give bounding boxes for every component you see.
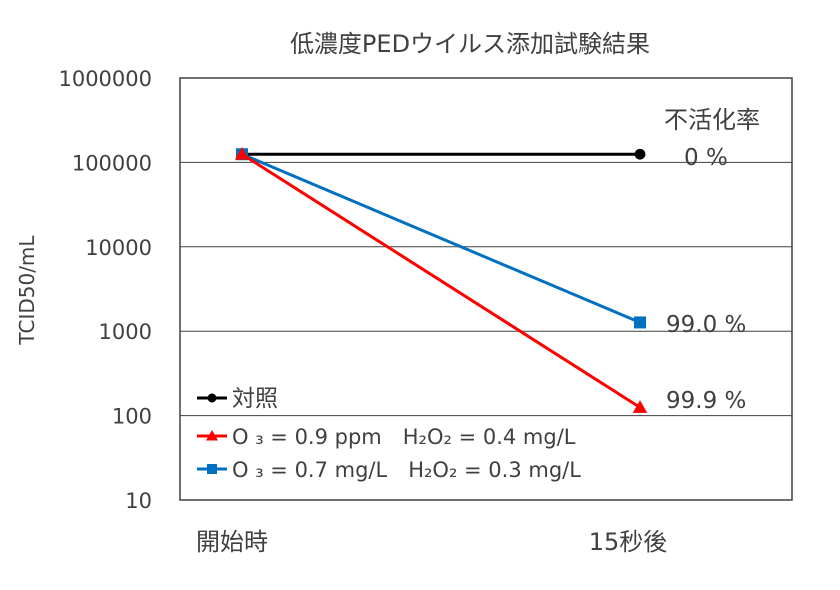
inactivation-rate-label: 99.0 % xyxy=(666,312,746,338)
y-tick-label: 10 xyxy=(125,489,152,513)
data-point-triangle xyxy=(234,147,250,160)
series-line xyxy=(241,152,641,409)
data-point-triangle xyxy=(206,430,218,441)
data-point-square xyxy=(634,316,646,329)
y-tick-label: 100000 xyxy=(72,151,152,175)
y-tick-label: 10000 xyxy=(85,236,152,260)
inactivation-rate-label: 99.9 % xyxy=(666,388,746,414)
series-line xyxy=(241,152,641,324)
legend-label: O ₃ = 0.9 ppm H₂O₂ = 0.4 mg/L xyxy=(232,425,576,449)
data-point-circle xyxy=(634,148,646,160)
data-point-triangle xyxy=(632,400,648,413)
legend-label: O ₃ = 0.7 mg/L H₂O₂ = 0.3 mg/L xyxy=(232,458,581,482)
x-tick-label: 15秒後 xyxy=(589,528,668,556)
inactivation-rate-header: 不活化率 xyxy=(664,106,760,134)
y-tick-label: 1000000 xyxy=(58,67,152,91)
data-point-circle xyxy=(207,393,217,403)
x-tick-label: 開始時 xyxy=(196,528,268,556)
inactivation-rate-label: 0 % xyxy=(684,145,728,171)
legend-label: 対照 xyxy=(232,386,278,412)
y-tick-label: 100 xyxy=(112,405,152,429)
y-axis-label: TCID50/mL xyxy=(15,235,39,346)
y-tick-label: 1000 xyxy=(99,320,152,344)
plot-area-border xyxy=(179,77,793,501)
chart-title: 低濃度PEDウイルス添加試験結果 xyxy=(290,30,650,58)
data-point-square xyxy=(207,464,217,474)
